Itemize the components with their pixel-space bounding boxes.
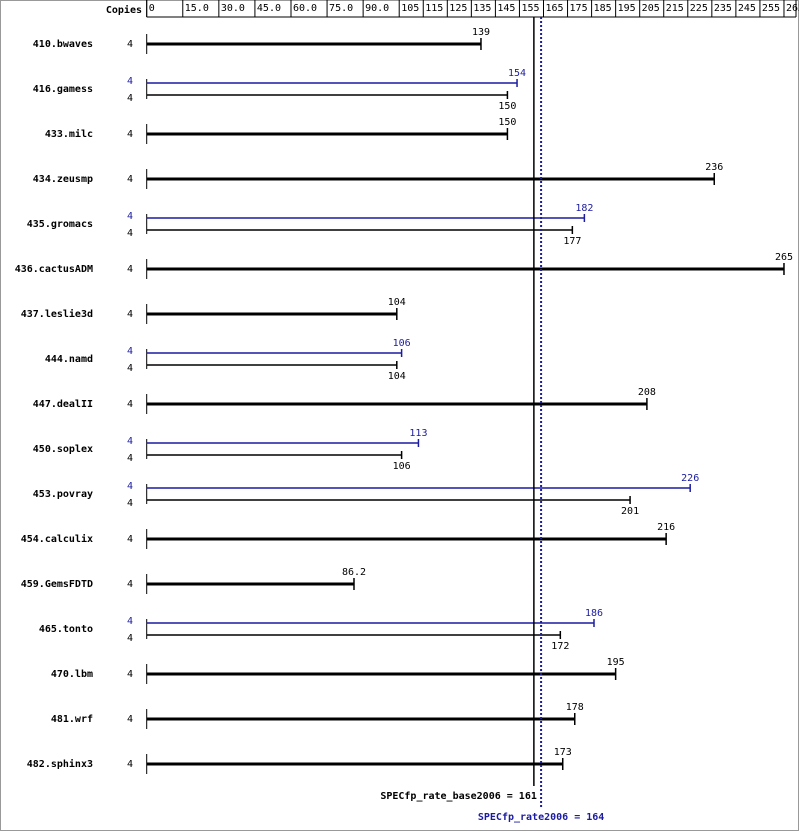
- x-tick-label: 255: [762, 3, 780, 14]
- x-tick-label: 195: [618, 3, 636, 14]
- benchmark-label: 444.namd: [45, 354, 93, 365]
- benchmark-label: 453.povray: [33, 489, 93, 500]
- benchmark-label: 416.gamess: [33, 84, 93, 95]
- benchmark-label: 459.GemsFDTD: [21, 579, 93, 590]
- copies-label: 4: [127, 714, 133, 725]
- value-label: 178: [566, 702, 584, 713]
- reference-label: SPECfp_rate_base2006 = 161: [380, 791, 537, 802]
- x-tick-label: 135: [473, 3, 491, 14]
- benchmark-label: 447.dealII: [33, 399, 93, 410]
- copies-label: 4: [127, 579, 133, 590]
- copies-label: 4: [127, 481, 133, 492]
- copies-label: 4: [127, 616, 133, 627]
- value-label: 150: [498, 117, 516, 128]
- benchmark-label: 437.leslie3d: [21, 308, 93, 320]
- x-tick-label: 105: [401, 3, 419, 14]
- x-tick-label: 185: [594, 3, 612, 14]
- x-tick-label: 155: [521, 3, 539, 14]
- value-label: 106: [393, 338, 411, 349]
- x-tick-label: 30.0: [221, 3, 245, 14]
- value-label: 201: [621, 506, 639, 517]
- copies-label: 4: [127, 174, 133, 185]
- value-label: 113: [409, 428, 427, 439]
- value-label: 106: [393, 461, 411, 472]
- benchmark-label: 470.lbm: [51, 669, 93, 680]
- value-label: 216: [657, 522, 675, 533]
- benchmark-label: 433.milc: [45, 128, 93, 140]
- copies-label: 4: [127, 436, 133, 447]
- value-label: 177: [563, 236, 581, 247]
- x-tick-label: 205: [642, 3, 660, 14]
- x-tick-label: 215: [666, 3, 684, 14]
- value-label: 182: [575, 203, 593, 214]
- copies-label: 4: [127, 228, 133, 239]
- value-label: 139: [472, 27, 490, 38]
- x-tick-label: 265: [786, 3, 799, 14]
- reference-label: SPECfp_rate2006 = 164: [478, 812, 604, 823]
- benchmark-label: 436.cactusADM: [15, 264, 93, 275]
- x-tick-label: 125: [449, 3, 467, 14]
- x-tick-label: 175: [570, 3, 588, 14]
- copies-label: 4: [127, 76, 133, 87]
- benchmark-label: 481.wrf: [51, 714, 93, 725]
- copies-label: 4: [127, 129, 133, 140]
- copies-label: 4: [127, 211, 133, 222]
- copies-label: 4: [127, 669, 133, 680]
- benchmark-label: 454.calculix: [21, 533, 93, 545]
- value-label: 186: [585, 608, 603, 619]
- value-label: 208: [638, 387, 656, 398]
- copies-label: 4: [127, 399, 133, 410]
- value-label: 104: [388, 297, 406, 308]
- copies-label: 4: [127, 633, 133, 644]
- benchmark-label: 482.sphinx3: [27, 758, 93, 770]
- value-label: 154: [508, 68, 526, 79]
- x-tick-label: 165: [545, 3, 563, 14]
- x-tick-label: 225: [690, 3, 708, 14]
- x-tick-label: 245: [738, 3, 756, 14]
- value-label: 226: [681, 473, 699, 484]
- x-tick-label: 90.0: [365, 3, 389, 14]
- x-tick-label: 0: [149, 3, 155, 14]
- copies-label: 4: [127, 534, 133, 545]
- benchmark-label: 434.zeusmp: [33, 174, 93, 185]
- copies-label: 4: [127, 93, 133, 104]
- x-tick-label: 15.0: [185, 3, 209, 14]
- value-label: 150: [498, 101, 516, 112]
- value-label: 86.2: [342, 567, 366, 578]
- value-label: 104: [388, 371, 406, 382]
- value-label: 236: [705, 162, 723, 173]
- x-tick-label: 75.0: [329, 3, 353, 14]
- value-label: 195: [607, 657, 625, 668]
- value-label: 172: [551, 641, 569, 652]
- value-label: 173: [554, 747, 572, 758]
- x-tick-label: 115: [425, 3, 443, 14]
- copies-label: 4: [127, 346, 133, 357]
- copies-label: 4: [127, 39, 133, 50]
- value-label: 265: [775, 252, 793, 263]
- benchmark-label: 465.tonto: [39, 624, 93, 635]
- benchmark-label: 410.bwaves: [33, 39, 93, 50]
- benchmark-label: 435.gromacs: [27, 219, 93, 230]
- benchmark-label: 450.soplex: [33, 444, 93, 455]
- x-tick-label: 45.0: [257, 3, 281, 14]
- x-tick-label: 145: [497, 3, 515, 14]
- copies-label: 4: [127, 498, 133, 509]
- copies-header: Copies: [106, 4, 142, 16]
- copies-label: 4: [127, 309, 133, 320]
- x-tick-label: 235: [714, 3, 732, 14]
- copies-label: 4: [127, 264, 133, 275]
- copies-label: 4: [127, 453, 133, 464]
- copies-label: 4: [127, 363, 133, 374]
- x-tick-label: 60.0: [293, 3, 317, 14]
- copies-label: 4: [127, 759, 133, 770]
